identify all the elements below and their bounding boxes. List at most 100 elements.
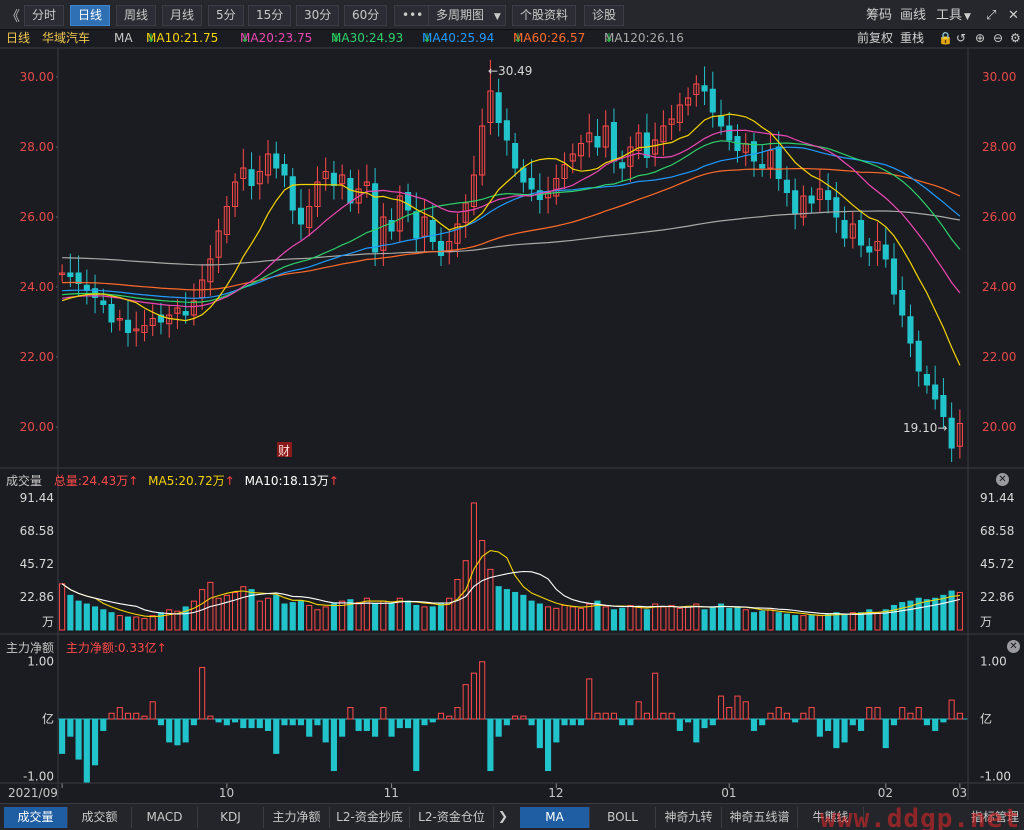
- volume-bar: [520, 594, 527, 631]
- close-icon[interactable]: ✕: [1008, 8, 1019, 23]
- candle-body: [437, 241, 445, 256]
- volume-bar: [388, 603, 395, 631]
- zoom-in-icon[interactable]: ⊕: [975, 31, 986, 45]
- chips-button[interactable]: 筹码: [866, 8, 893, 23]
- btab-kdj[interactable]: KDJ: [198, 807, 264, 828]
- capital-tick-left: -1.00: [23, 769, 54, 783]
- capital-bar: [948, 699, 955, 720]
- btab-l2-position[interactable]: L2-资金仓位: [410, 807, 494, 828]
- btab-turnover[interactable]: 成交额: [68, 807, 132, 828]
- capital-bar: [866, 707, 873, 720]
- volume-tick-left: 45.72: [20, 557, 54, 571]
- capital-bar: [141, 715, 148, 720]
- candle-body: [701, 85, 708, 92]
- volume-tick-right: 68.58: [980, 524, 1014, 538]
- btab-l2-bottom[interactable]: L2-资金抄底: [330, 807, 410, 828]
- more-button[interactable]: •••: [394, 5, 432, 26]
- volume-bar: [330, 603, 337, 631]
- candle-body: [215, 230, 222, 258]
- capital-bar: [553, 718, 560, 743]
- tab-daily[interactable]: 日线: [70, 5, 111, 26]
- reset-button[interactable]: 重栈: [900, 31, 925, 45]
- candle-body: [157, 314, 165, 323]
- capital-bar: [586, 678, 593, 720]
- capital-bar: [849, 718, 856, 726]
- btab-main-capital[interactable]: 主力净额: [264, 807, 330, 828]
- candle-body: [124, 319, 132, 333]
- btab-macd[interactable]: MACD: [132, 807, 198, 828]
- settings-icon[interactable]: ⚙: [1010, 31, 1021, 45]
- indicator-manage-button[interactable]: 指标管理: [970, 810, 1019, 824]
- volume-grid: 91.44 91.44 68.58 68.58 45.72 45.72 22.86 22.86…: [20, 491, 1015, 629]
- capital-bar: [322, 718, 329, 743]
- price-tick-left: 22.00: [20, 350, 54, 364]
- candle-body: [108, 304, 115, 323]
- candle-body: [561, 164, 568, 179]
- lock-icon[interactable]: 🔒: [938, 31, 953, 45]
- volume-bar: [256, 600, 263, 631]
- capital-bar: [157, 718, 165, 726]
- volume-bar: [141, 617, 148, 631]
- volume-bar: [685, 606, 692, 631]
- tab-5min[interactable]: 5分: [208, 5, 244, 26]
- capital-bar: [545, 718, 552, 772]
- multi-period-dropdown[interactable]: 多周期图 ▼: [428, 5, 506, 26]
- capital-bar: [470, 672, 477, 720]
- volume-close-icon[interactable]: ✕: [996, 473, 1009, 486]
- capital-bar: [932, 718, 939, 731]
- capital-tick-right: -1.00: [980, 769, 1011, 783]
- double-chevron-left-icon[interactable]: 《: [6, 9, 20, 25]
- candle-body: [503, 120, 510, 141]
- capital-bar: [264, 718, 272, 731]
- capital-close-icon[interactable]: ✕: [1007, 640, 1020, 653]
- undo-icon[interactable]: ↺: [956, 31, 967, 45]
- btab-volume[interactable]: 成交量: [4, 807, 68, 828]
- chevron-right-icon[interactable]: ❯: [498, 809, 509, 823]
- candle-body: [956, 423, 963, 447]
- candle-body: [775, 146, 782, 179]
- draw-button[interactable]: 画线: [900, 8, 927, 23]
- zoom-out-icon[interactable]: ⊖: [993, 31, 1004, 45]
- btab-magic-five[interactable]: 神奇五线谱: [722, 807, 798, 828]
- tab-fenshi[interactable]: 分时: [24, 5, 65, 26]
- volume-bar: [742, 609, 749, 631]
- candle-body: [182, 311, 189, 316]
- restore-rights-button[interactable]: 前复权: [857, 31, 894, 45]
- tab-60min[interactable]: 60分: [344, 5, 388, 26]
- kline-chart[interactable]: 91.44 91.44 68.58 68.58 45.72 45.72 22.86 22.86…: [0, 0, 1024, 803]
- stock-info-button[interactable]: 个股资料: [512, 5, 577, 26]
- candle-body: [528, 178, 535, 190]
- btab-boll[interactable]: BOLL: [590, 807, 656, 828]
- price-tick-right: 26.00: [982, 210, 1016, 224]
- btab-bull-bear[interactable]: 牛熊线: [798, 807, 864, 828]
- candle-body: [717, 115, 725, 127]
- volume-bar: [92, 606, 99, 631]
- candle-body: [174, 307, 181, 314]
- candle-body: [610, 122, 618, 162]
- diagnose-button[interactable]: 诊股: [584, 5, 625, 26]
- volume-bar: [273, 594, 280, 631]
- volume-bar: [503, 589, 510, 631]
- capital-bar: [627, 718, 634, 726]
- volume-bar: [907, 600, 914, 631]
- tab-15min[interactable]: 15分: [248, 5, 292, 26]
- candle-body: [363, 181, 370, 186]
- finance-badge[interactable]: 财: [278, 444, 290, 458]
- candle-body: [388, 220, 395, 232]
- capital-bar: [372, 718, 379, 737]
- capital-bar: [149, 701, 156, 720]
- expand-icon[interactable]: ⤢: [986, 8, 997, 23]
- capital-bar: [660, 712, 667, 720]
- tab-weekly[interactable]: 周线: [116, 5, 157, 26]
- candle-body: [273, 153, 280, 169]
- volume-title: 成交量: [6, 474, 43, 488]
- candle-body: [833, 197, 840, 218]
- btab-magic-nine[interactable]: 神奇九转: [656, 807, 722, 828]
- btab-ma[interactable]: MA: [520, 807, 590, 828]
- tools-dropdown[interactable]: 工具 ▼: [936, 5, 971, 26]
- volume-bar: [759, 610, 766, 631]
- tab-30min[interactable]: 30分: [296, 5, 340, 26]
- tab-monthly[interactable]: 月线: [162, 5, 203, 26]
- capital-bar: [668, 712, 675, 720]
- x-axis-label: 02: [878, 786, 893, 800]
